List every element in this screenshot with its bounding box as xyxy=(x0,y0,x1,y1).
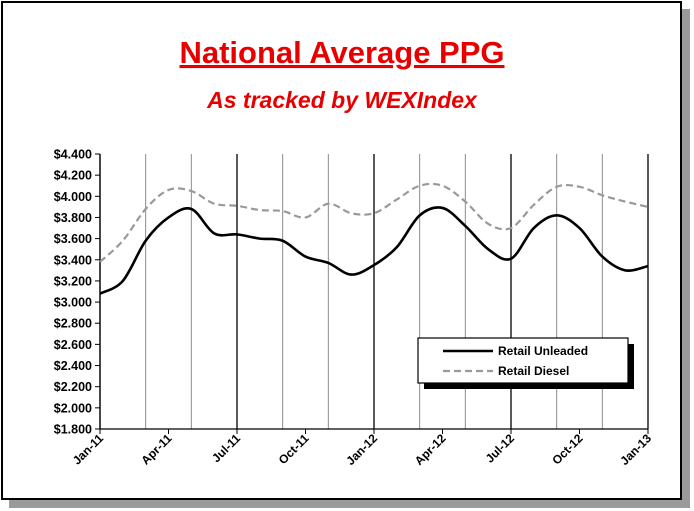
y-tick-label: $4.000 xyxy=(54,190,92,204)
x-tick-label: Apr-12 xyxy=(412,431,449,468)
y-tick-label: $3.800 xyxy=(54,211,92,225)
y-tick-label: $4.200 xyxy=(54,169,92,183)
series-line-retail-unleaded xyxy=(99,206,649,295)
x-tick-label: Oct-12 xyxy=(549,431,586,468)
line-chart: National Average PPG As tracked by WEXIn… xyxy=(54,35,655,468)
x-tick-label: Jul-11 xyxy=(209,431,243,465)
x-tick-label: Oct-11 xyxy=(276,431,312,467)
chart-title: National Average PPG xyxy=(179,35,504,70)
chart-frame: National Average PPG As tracked by WEXIn… xyxy=(1,1,682,500)
y-tick-label: $4.400 xyxy=(54,148,92,162)
x-tick-label: Jan-12 xyxy=(343,431,380,468)
x-axis: Jan-11 Apr-11 Jul-11 Oct-11 Jan-12 Apr-12 Jul-… xyxy=(70,428,654,468)
y-axis: $1.800 $2.000 $2.200 $2.400 $2.600 $2.800 $3.0… xyxy=(54,148,101,437)
y-tick-label: $3.000 xyxy=(54,296,92,310)
x-tick-label: Apr-11 xyxy=(138,431,175,468)
x-tick-label: Jan-13 xyxy=(617,431,654,468)
y-tick-label: $2.600 xyxy=(54,338,92,352)
y-tick-label: $2.200 xyxy=(54,380,92,394)
legend-box xyxy=(417,337,629,384)
series-lines xyxy=(99,182,649,295)
y-tick-label: $1.800 xyxy=(54,423,92,437)
legend-label: Retail Unleaded xyxy=(498,344,588,358)
y-tick-label: $2.400 xyxy=(54,359,92,373)
y-tick-label: $3.400 xyxy=(54,253,92,267)
y-tick-label: $3.200 xyxy=(54,274,92,288)
chart-subtitle: As tracked by WEXIndex xyxy=(206,87,478,113)
y-tick-label: $2.000 xyxy=(54,401,92,415)
series-line-retail-diesel xyxy=(99,182,649,263)
y-tick-label: $2.800 xyxy=(54,317,92,331)
legend: Retail Unleaded Retail Diesel xyxy=(417,337,634,389)
y-tick-label: $3.600 xyxy=(54,232,92,246)
legend-label: Retail Diesel xyxy=(498,364,569,378)
x-tick-label: Jul-12 xyxy=(483,431,518,466)
